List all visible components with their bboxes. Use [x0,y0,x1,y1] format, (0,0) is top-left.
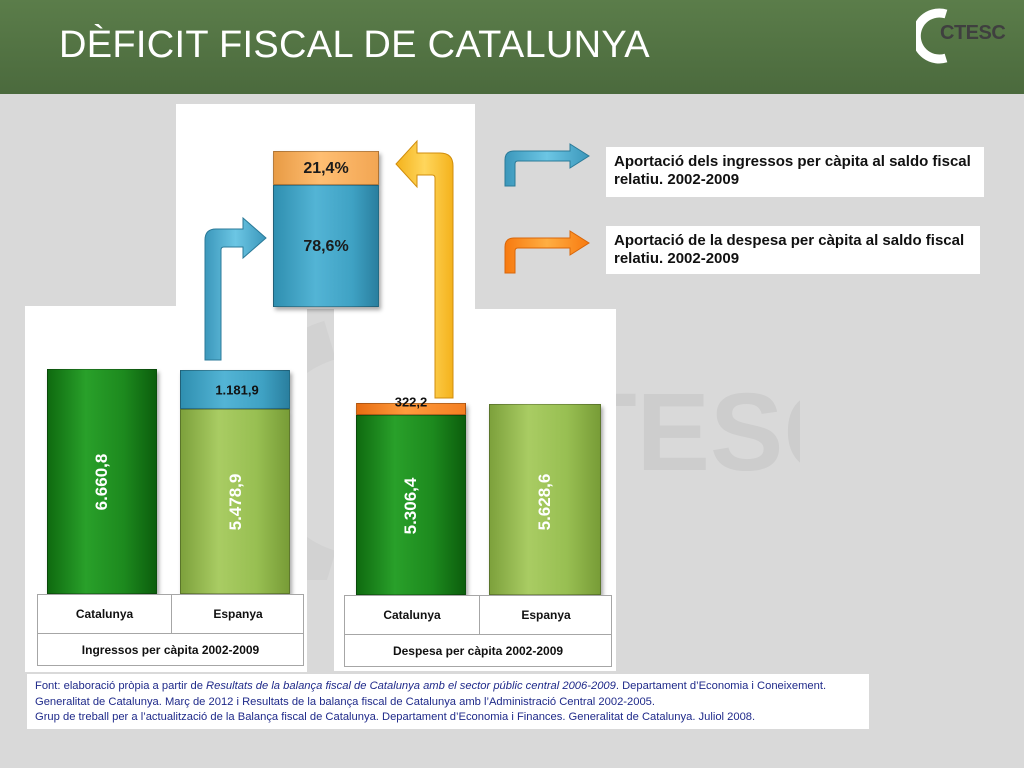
bar-label-despesa-share: 21,4% [303,160,349,177]
bar-ingressos-catalunya [47,369,157,594]
tick-label-espanya: Espanya [213,607,263,621]
source-mid: . Departament d’Economia i Coneixement. … [35,680,827,708]
source-note: Font: elaboració pròpia a partir de Resu… [27,674,869,729]
logo-text: CTESC [940,22,1006,44]
bar-top-ingressos-share [273,185,379,307]
bar-top-despesa-share [273,151,379,185]
legend-blue-arrow [504,143,590,187]
ctesc-logo [916,8,948,64]
x-axis-title-ingressos: Ingressos per càpita 2002-2009 [38,633,303,665]
bar-despesa-espanya [489,404,601,595]
source-prefix: Font: elaboració pròpia a partir de [35,680,207,692]
legend-despesa: Aportació de la despesa per càpita al sa… [606,226,980,274]
axis-divider [479,596,480,634]
blue-up-arrow [204,216,267,361]
bar-ingressos-espanya [180,409,290,594]
tick-label-espanya: Espanya [521,608,571,622]
axis-table-despesa: Catalunya Espanya Despesa per càpita 200… [344,595,612,667]
axis-table-ingressos: Catalunya Espanya Ingressos per càpita 2… [37,594,304,666]
tick-label-catalunya: Catalunya [383,608,441,622]
bar-despesa-catalunya [356,415,466,595]
bar-ingressos-espanya-gap [180,370,290,409]
header-bar: DÈFICIT FISCAL DE CATALUNYA CTESC [0,0,1024,94]
bar-label-ingressos-gap: 1.181,9 [215,382,259,398]
page-title: DÈFICIT FISCAL DE CATALUNYA [59,24,650,66]
source-line3: Grup de treball per a l’actualització de… [35,711,756,723]
legend-ingressos: Aportació dels ingressos per càpita al s… [606,147,984,197]
tick-label-catalunya: Catalunya [75,607,134,621]
bar-despesa-catalunya-gap [356,403,466,415]
x-axis-title-despesa: Despesa per càpita 2002-2009 [345,634,611,666]
yellow-up-arrow [395,139,454,399]
legend-orange-arrow [504,230,590,274]
axis-divider [171,595,172,633]
source-title: Resultats de la balança fiscal de Catalu… [206,680,616,692]
bar-label-despesa-gap: 322,2 [394,394,428,410]
bar-label-ingressos-share: 78,6% [303,238,349,255]
